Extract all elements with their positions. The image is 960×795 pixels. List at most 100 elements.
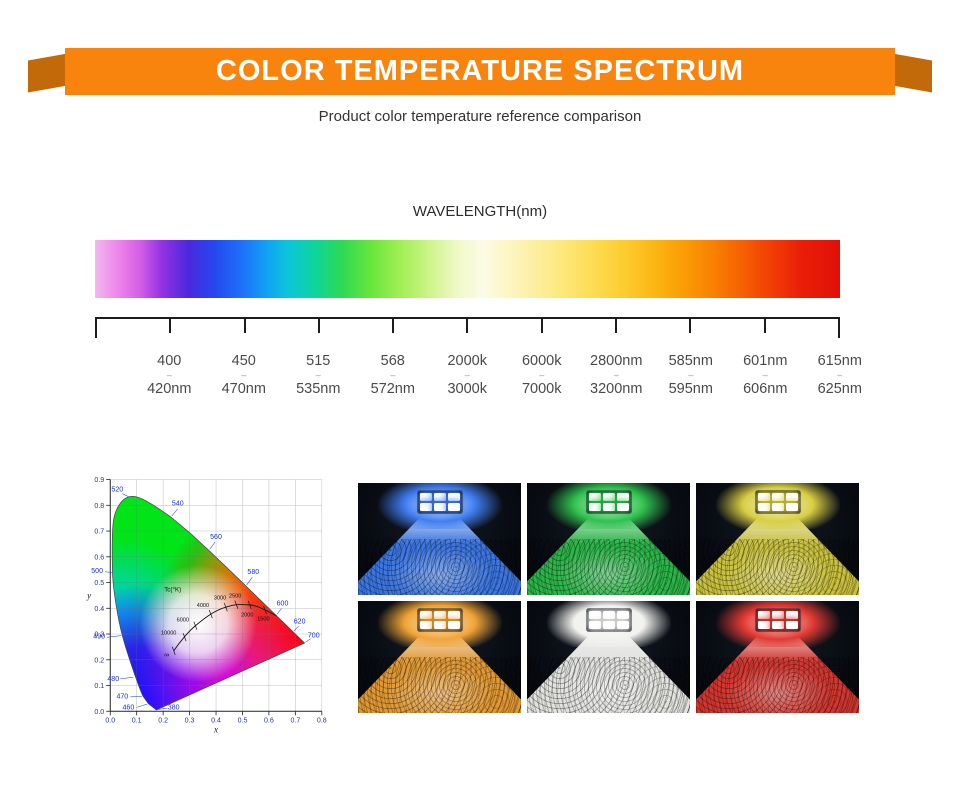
tick-label: 0.4 <box>211 717 221 724</box>
tick-label: 0.6 <box>94 554 104 561</box>
ruler-tick <box>837 319 840 338</box>
product-photo-white <box>527 601 690 713</box>
range-label: 2800nm –3200nm <box>590 353 643 397</box>
ruler-tick <box>169 319 172 333</box>
temperature-label: 4000 <box>197 603 209 609</box>
beam-hotspot <box>382 662 497 713</box>
tick-label: 0.7 <box>94 529 104 536</box>
wavelength-label: 380 <box>168 705 180 712</box>
wavelength-label: 520 <box>111 487 123 494</box>
tick-label: 0.3 <box>94 632 104 639</box>
tick-label: 0.8 <box>317 717 327 724</box>
beam-hotspot <box>720 544 835 595</box>
temperature-label: 3000 <box>214 595 226 601</box>
product-photo-grid <box>358 483 859 713</box>
range-labels: 400–420nm 450–470nm 515–535nm 568–572nm … <box>132 352 878 399</box>
tick-label: 0.2 <box>94 657 104 664</box>
wavelength-leader-lines <box>105 493 311 710</box>
wavelength-labels: 520 540 560 580 600 620 700 500 490 480 … <box>91 487 319 712</box>
temperature-label: 6000 <box>177 618 189 624</box>
ruler-tick <box>466 319 469 333</box>
temperature-label: 1500 <box>257 617 269 623</box>
range-label: 450–470nm <box>221 353 266 397</box>
ruler-tick <box>615 319 618 333</box>
ground-texture <box>358 539 521 595</box>
wavelength-label: 470 <box>116 694 128 701</box>
range-label: 515–535nm <box>296 353 341 397</box>
wavelength-label: 620 <box>294 619 306 626</box>
wavelength-label: 460 <box>123 705 135 712</box>
tick-label: 0.5 <box>238 717 248 724</box>
ruler-tick <box>95 319 97 338</box>
beam-hotspot <box>382 544 497 595</box>
beam-hotspot <box>720 662 835 713</box>
ruler-tick <box>243 319 246 333</box>
beam-hotspot <box>551 662 666 713</box>
wavelength-label: 580 <box>247 569 259 576</box>
wavelength-label: 540 <box>172 501 184 508</box>
led-work-light-icon <box>416 490 463 514</box>
x-axis-title: x <box>213 724 218 734</box>
tick-label: 0.0 <box>105 717 115 724</box>
x-axis-tick-labels: 0.0 0.1 0.2 0.3 0.4 0.5 0.6 0.7 0.8 <box>105 717 326 724</box>
tick-label: 0.1 <box>132 717 142 724</box>
ground-texture <box>358 657 521 713</box>
led-work-light-icon <box>585 490 632 514</box>
beam-hotspot <box>551 544 666 595</box>
tick-label: 0.7 <box>290 717 300 724</box>
led-work-light-icon <box>416 608 463 632</box>
cie-chromaticity-diagram: 0.0 0.1 0.2 0.3 0.4 0.5 0.6 0.7 0.8 0.0 … <box>76 464 348 752</box>
product-photo-blue <box>358 483 521 595</box>
temperature-labels: Tc(°K) 10000 6000 4000 3000 2500 2000 15… <box>161 586 270 658</box>
temperature-label: 10000 <box>161 631 176 637</box>
isotherm-ticks <box>171 600 267 655</box>
led-work-light-icon <box>754 608 801 632</box>
ruler-tick <box>540 319 543 333</box>
wavelength-label: 600 <box>277 600 289 607</box>
page-title: COLOR TEMPERATURE SPECTRUM <box>215 55 745 87</box>
wavelength-heading: WAVELENGTH(nm) <box>412 203 548 220</box>
led-work-light-icon <box>754 490 801 514</box>
axis-tick-marks <box>106 479 323 716</box>
tick-label: 0.8 <box>94 503 104 510</box>
wavelength-label: 480 <box>107 676 119 683</box>
wavelength-label: 700 <box>308 633 320 640</box>
range-label: 615nm –625nm <box>817 353 862 397</box>
spectrum-ruler <box>95 317 840 338</box>
product-photo-yellow <box>696 483 859 595</box>
range-label: 6000k –7000k <box>521 353 562 397</box>
tick-label: 0.6 <box>264 717 274 724</box>
planckian-locus-curve <box>173 604 277 652</box>
range-label: 585nm –595nm <box>668 353 713 397</box>
range-label: 601nm –606nm <box>743 353 788 397</box>
ground-texture <box>696 657 859 713</box>
ground-texture <box>527 657 690 713</box>
product-photo-red <box>696 601 859 713</box>
infinity-label: ∞ <box>164 652 169 659</box>
ruler-tick <box>763 319 766 333</box>
product-photo-green <box>527 483 690 595</box>
ruler-tick <box>317 319 320 333</box>
tick-label: 0.5 <box>94 580 104 587</box>
range-label: 568–572nm <box>370 353 415 397</box>
led-work-light-icon <box>585 608 632 632</box>
wavelength-label: 500 <box>91 568 103 575</box>
tick-label: 0.9 <box>94 477 104 484</box>
tick-label: 0.4 <box>94 606 104 613</box>
ruler-tick <box>392 319 395 333</box>
ground-texture <box>696 539 859 595</box>
y-axis-title: y <box>86 590 92 600</box>
subtitle: Product color temperature reference comp… <box>318 108 642 125</box>
temperature-label: 2000 <box>241 613 253 619</box>
product-photo-amber <box>358 601 521 713</box>
tc-label: Tc(°K) <box>164 586 181 593</box>
tick-label: 0.0 <box>94 709 104 716</box>
tick-label: 0.2 <box>158 717 168 724</box>
ground-texture <box>527 539 690 595</box>
title-banner: COLOR TEMPERATURE SPECTRUM <box>65 48 895 95</box>
range-label: 400–420nm <box>147 353 192 397</box>
range-label: 2000k –3000k <box>447 353 487 397</box>
y-axis-tick-labels: 0.0 0.1 0.2 0.3 0.4 0.5 0.6 0.7 0.8 0.9 <box>94 477 104 716</box>
spectral-locus-outline <box>111 496 306 711</box>
